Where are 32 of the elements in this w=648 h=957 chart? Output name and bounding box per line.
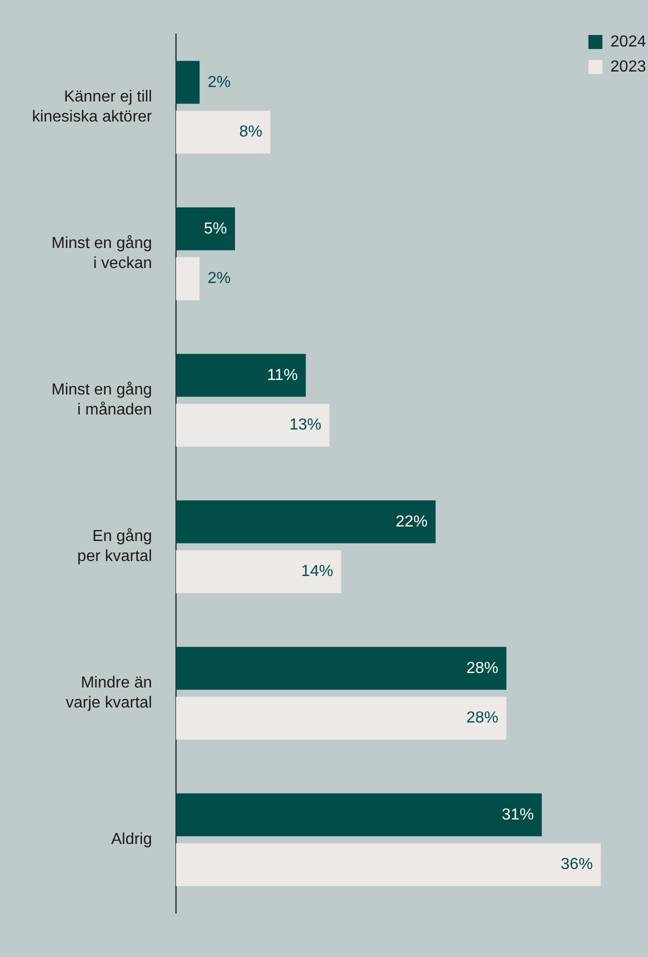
bar — [176, 793, 542, 836]
y-tick-label: Aldrig — [111, 831, 152, 848]
data-label: 5% — [204, 220, 227, 238]
data-label: 28% — [466, 660, 498, 677]
data-label: 2% — [208, 270, 231, 288]
y-tick-label: En gång per kvartal — [77, 528, 152, 566]
bar — [176, 354, 306, 397]
legend-label: 2024 — [610, 33, 646, 50]
bar — [176, 500, 436, 544]
y-tick-label: Minst en gång i månaden — [51, 382, 152, 419]
bar — [176, 404, 330, 447]
bar — [176, 696, 506, 740]
bar — [176, 257, 200, 300]
data-label: 28% — [466, 710, 498, 727]
data-label: 11% — [266, 366, 298, 384]
data-label: 31% — [502, 806, 534, 824]
data-label: 36% — [560, 856, 593, 874]
data-label: 22% — [396, 513, 428, 530]
legend-label: 2023 — [610, 58, 646, 76]
bar — [176, 60, 200, 104]
bar — [176, 843, 601, 886]
bar — [176, 207, 235, 250]
bar — [176, 646, 506, 690]
bar — [176, 110, 270, 154]
y-tick-label: Minst en gång i veckan — [51, 235, 152, 272]
y-tick-label: Mindre än varje kvartal — [66, 674, 152, 712]
data-label: 2% — [208, 74, 231, 91]
bar — [176, 550, 342, 594]
y-tick-label: Känner ej till kinesiska aktörer — [32, 88, 153, 126]
data-label: 14% — [301, 563, 334, 580]
data-label: 13% — [289, 416, 322, 434]
data-label: 8% — [239, 124, 262, 141]
